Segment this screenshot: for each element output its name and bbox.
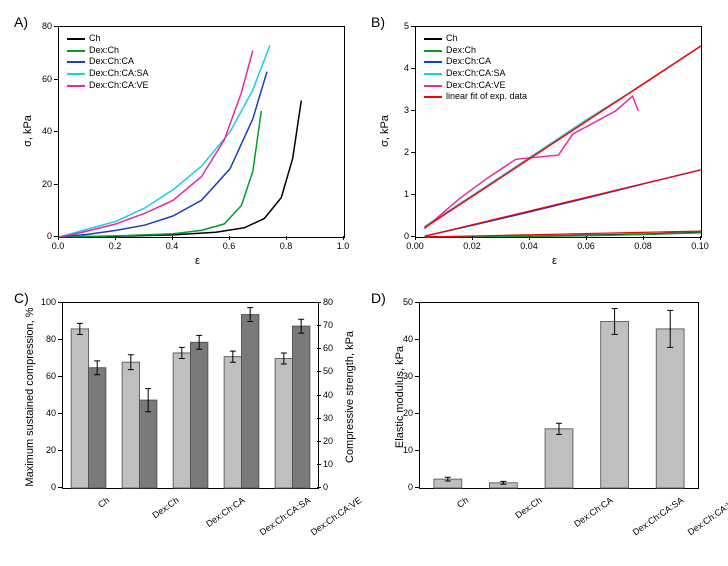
ylabel-d: Elastic modulus, kPa [394, 332, 406, 462]
panel-b-label: B) [371, 14, 385, 30]
bars-d [420, 303, 698, 488]
xlabel-a: ε [195, 255, 200, 267]
plot-area-a: ChDex:ChDex:Ch:CADex:Ch:CA:SADex:Ch:CA:V… [58, 26, 345, 238]
plot-area-b: ChDex:ChDex:Ch:CADex:Ch:CA:SADex:Ch:CA:V… [415, 26, 702, 238]
panel-d-label: D) [371, 290, 386, 306]
panel-c-label: C) [14, 290, 29, 306]
figure-grid: A) ChDex:ChDex:Ch:CADex:Ch:CA:SADex:Ch:C… [10, 10, 718, 556]
bars-c [63, 303, 318, 488]
panel-d: D) Elastic modulus, kPa 01020304050ChDex… [367, 286, 718, 556]
xlabel-b: ε [552, 255, 557, 267]
panel-a-label: A) [14, 14, 28, 30]
plot-area-d [419, 302, 699, 489]
legend-a: ChDex:ChDex:Ch:CADex:Ch:CA:SADex:Ch:CA:V… [67, 33, 149, 91]
plot-area-c [62, 302, 319, 489]
ylabel-b: σ, kPa [379, 115, 391, 147]
legend-b: ChDex:ChDex:Ch:CADex:Ch:CA:SADex:Ch:CA:V… [424, 33, 527, 103]
panel-c: C) Maximum sustained compression, % Comp… [10, 286, 361, 556]
y2label-c: Compressive strength, kPa [344, 312, 356, 482]
panel-a: A) ChDex:ChDex:Ch:CADex:Ch:CA:SADex:Ch:C… [10, 10, 361, 280]
panel-b: B) ChDex:ChDex:Ch:CADex:Ch:CA:SADex:Ch:C… [367, 10, 718, 280]
